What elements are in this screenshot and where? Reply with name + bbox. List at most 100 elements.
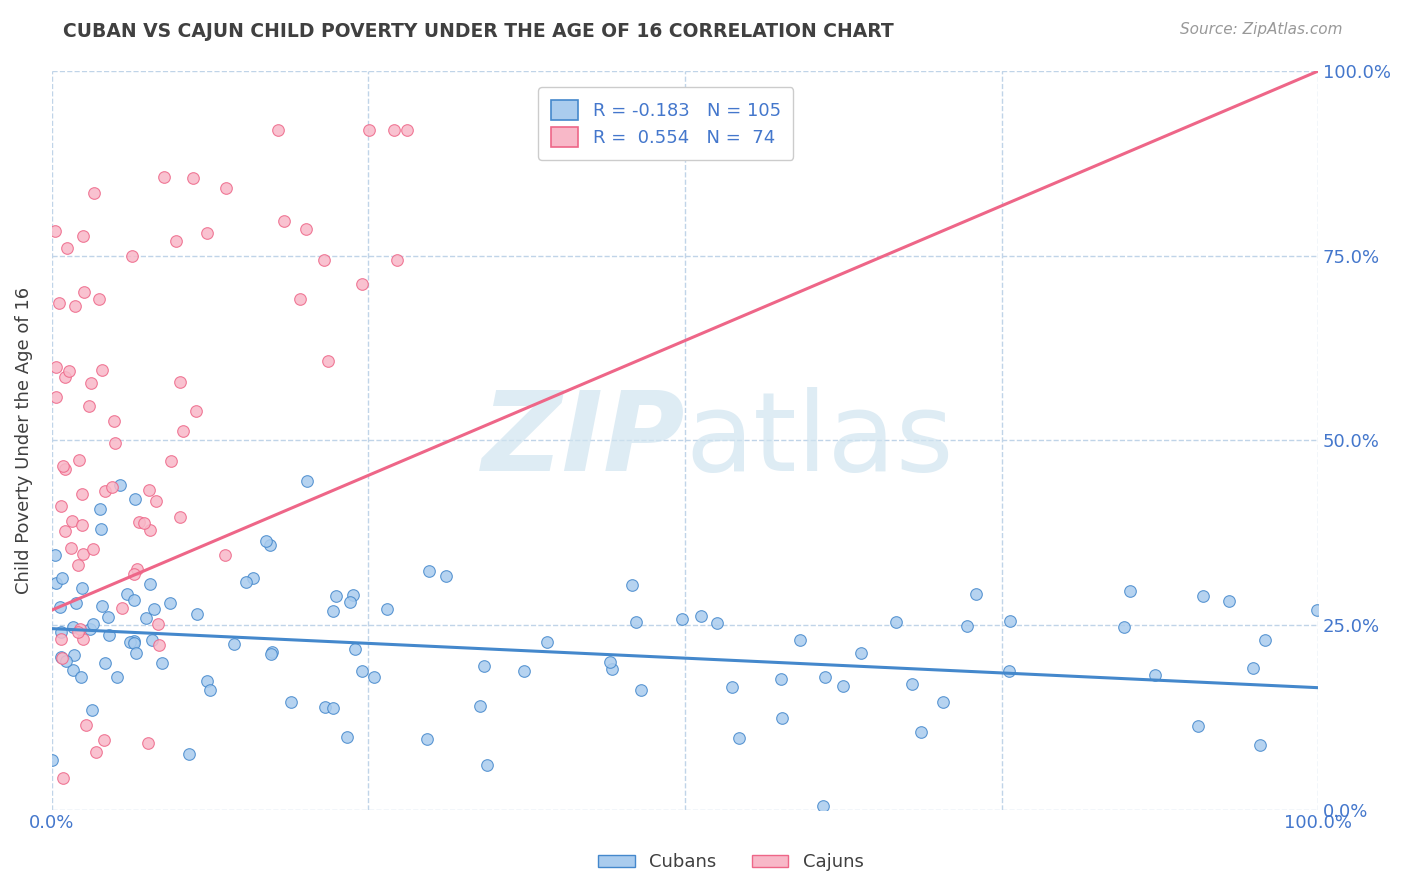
Point: [179, 747, 201, 761]
Point: [184, 403, 207, 417]
Point: [52, 771, 75, 785]
Point: [108, 477, 131, 491]
Text: ZIP: ZIP: [481, 387, 685, 494]
Point: [60, 515, 83, 529]
Point: [94, 657, 117, 671]
Point: [45, 359, 67, 374]
Point: [197, 227, 219, 241]
Point: [434, 568, 457, 582]
Point: [254, 533, 277, 548]
Point: [148, 617, 170, 632]
Point: [124, 636, 146, 650]
Point: [100, 480, 122, 494]
Point: [1191, 590, 1213, 604]
Point: [1306, 603, 1329, 617]
Point: [63, 299, 86, 313]
Point: [273, 213, 295, 227]
Point: [322, 604, 344, 618]
Point: [1143, 668, 1166, 682]
Point: [235, 574, 257, 589]
Point: [93, 733, 115, 747]
Y-axis label: Child Poverty Under the Age of 16: Child Poverty Under the Age of 16: [15, 286, 32, 594]
Point: [69, 622, 91, 636]
Text: Source: ZipAtlas.com: Source: ZipAtlas.com: [1180, 22, 1343, 37]
Point: [159, 596, 181, 610]
Point: [58, 364, 80, 378]
Point: [363, 670, 385, 684]
Point: [94, 483, 117, 498]
Point: [48, 296, 70, 310]
Point: [267, 123, 290, 137]
Point: [52, 459, 75, 474]
Point: [475, 757, 498, 772]
Point: [51, 649, 73, 664]
Point: [53, 462, 76, 476]
Point: [169, 376, 191, 390]
Point: [415, 732, 437, 747]
Point: [77, 399, 100, 413]
Point: [66, 625, 89, 640]
Point: [172, 424, 194, 438]
Point: [51, 571, 73, 585]
Point: [75, 718, 97, 732]
Point: [335, 730, 357, 744]
Point: [80, 703, 103, 717]
Point: [1249, 738, 1271, 752]
Point: [849, 647, 872, 661]
Point: [831, 679, 853, 693]
Point: [689, 609, 711, 624]
Point: [141, 632, 163, 647]
Point: [770, 711, 793, 725]
Point: [322, 701, 344, 715]
Point: [136, 736, 159, 750]
Point: [1254, 632, 1277, 647]
Point: [314, 700, 336, 714]
Point: [51, 624, 73, 639]
Legend: Cubans, Cajuns: Cubans, Cajuns: [592, 847, 870, 879]
Legend: R = -0.183   N = 105, R =  0.554   N =  74: R = -0.183 N = 105, R = 0.554 N = 74: [538, 87, 793, 160]
Point: [1218, 594, 1240, 608]
Point: [260, 648, 283, 662]
Point: [1112, 620, 1135, 634]
Point: [160, 454, 183, 468]
Point: [53, 524, 76, 539]
Point: [342, 588, 364, 602]
Point: [260, 645, 283, 659]
Point: [79, 622, 101, 636]
Point: [997, 665, 1019, 679]
Point: [385, 253, 408, 268]
Point: [66, 558, 89, 573]
Point: [280, 695, 302, 709]
Point: [70, 581, 93, 595]
Point: [312, 252, 335, 267]
Point: [165, 234, 187, 248]
Point: [198, 683, 221, 698]
Point: [468, 698, 491, 713]
Point: [215, 181, 238, 195]
Point: [70, 670, 93, 684]
Point: [900, 677, 922, 691]
Point: [67, 453, 90, 467]
Point: [145, 493, 167, 508]
Point: [86, 745, 108, 759]
Point: [214, 548, 236, 562]
Point: [359, 123, 381, 137]
Point: [98, 628, 121, 642]
Point: [139, 577, 162, 591]
Point: [111, 600, 134, 615]
Point: [62, 620, 84, 634]
Point: [139, 523, 162, 537]
Point: [375, 602, 398, 616]
Point: [418, 564, 440, 578]
Point: [104, 435, 127, 450]
Point: [45, 576, 67, 591]
Point: [153, 170, 176, 185]
Point: [186, 607, 208, 622]
Point: [297, 475, 319, 489]
Point: [620, 578, 643, 592]
Point: [97, 609, 120, 624]
Point: [135, 611, 157, 625]
Point: [72, 547, 94, 561]
Point: [62, 663, 84, 677]
Point: [350, 277, 373, 291]
